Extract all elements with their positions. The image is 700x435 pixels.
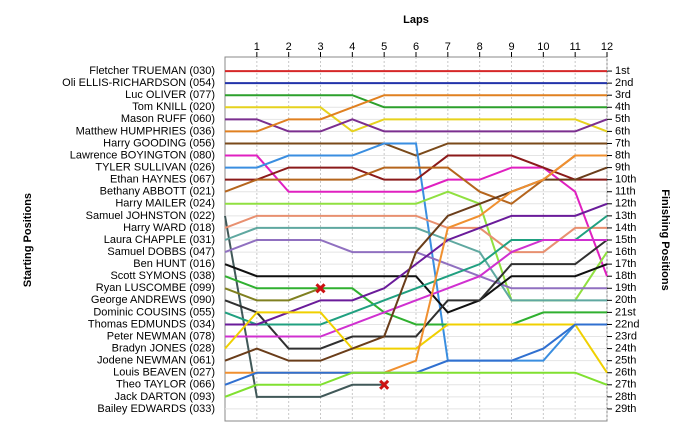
series-line xyxy=(225,154,607,181)
x-tick-label: 7 xyxy=(445,41,451,53)
x-tick-label: 12 xyxy=(601,41,613,53)
driver-label: Dominic COUSINS (055) xyxy=(93,306,215,318)
y2-tick-label: 6th xyxy=(615,125,630,137)
x-tick-label: 9 xyxy=(508,41,514,53)
series-line xyxy=(224,239,608,350)
retired-marker xyxy=(379,379,390,390)
y2-tick-label: 16th xyxy=(615,246,636,258)
series-line xyxy=(224,226,607,302)
y2-tick-label: 12th xyxy=(615,198,636,210)
y2-tick-label: 11th xyxy=(615,186,636,198)
y2-tick-label: 2nd xyxy=(615,77,633,89)
y2-tick-label: 19th xyxy=(615,282,636,294)
driver-label: Louis BEAVEN (027) xyxy=(113,367,215,379)
series-line xyxy=(224,287,321,302)
y2-tick-label: 9th xyxy=(615,162,630,174)
driver-label: Theo TAYLOR (066) xyxy=(116,379,215,391)
x-tick-label: 8 xyxy=(477,41,483,53)
driver-label: TYLER SULLIVAN (026) xyxy=(95,162,215,174)
y2-tick-label: 28th xyxy=(615,391,636,403)
driver-label: Thomas EDMUNDS (034) xyxy=(88,318,215,330)
series-line xyxy=(225,106,608,133)
driver-label: Ryan LUSCOMBE (099) xyxy=(96,282,215,294)
y2-tick-label: 4th xyxy=(615,101,630,113)
driver-label: Luc OLIVER (077) xyxy=(125,89,215,101)
series-line xyxy=(224,371,608,398)
x-tick-label: 11 xyxy=(569,41,580,53)
series-line xyxy=(224,263,608,314)
y2-tick-label: 3rd xyxy=(615,89,631,101)
driver-label: Mason RUFF (060) xyxy=(121,113,215,125)
driver-label: Samuel JOHNSTON (022) xyxy=(86,210,215,222)
y2-tick-label: 29th xyxy=(615,403,636,415)
x-tick-label: 1 xyxy=(254,41,260,53)
y2-tick-label: 14th xyxy=(615,222,636,234)
y2-tick-label: 25th xyxy=(615,355,636,367)
series-line xyxy=(224,311,608,374)
y2-tick-label: 15th xyxy=(615,234,636,246)
y2-tick-label: 22nd xyxy=(615,318,639,330)
series-line xyxy=(224,215,385,398)
driver-label: Lawrence BOYINGTON (080) xyxy=(70,149,215,161)
driver-label: Peter NEWMAN (078) xyxy=(107,330,215,342)
y2-tick-label: 5th xyxy=(615,113,630,125)
y2-axis-label: Finishing Positions xyxy=(659,189,671,290)
y-axis-label: Starting Positions xyxy=(22,193,34,287)
y2-tick-label: 10th xyxy=(615,174,636,186)
y2-tick-label: 13th xyxy=(615,210,636,222)
series-line xyxy=(224,275,607,326)
series-line xyxy=(225,94,607,109)
series-line xyxy=(225,94,607,133)
x-tick-label: 2 xyxy=(286,41,292,53)
y2-tick-label: 23rd xyxy=(615,330,637,342)
driver-label: Jodene NEWMAN (061) xyxy=(97,355,215,367)
driver-label: Tom KNILL (020) xyxy=(132,101,215,113)
y2-tick-label: 26th xyxy=(615,367,636,379)
driver-label: Bradyn JONES (028) xyxy=(112,343,215,355)
driver-label: Harry WARD (018) xyxy=(123,222,215,234)
y2-tick-label: 20th xyxy=(615,294,636,306)
y2-tick-label: 7th xyxy=(615,137,630,149)
retired-cross xyxy=(379,379,390,390)
x-tick-label: 10 xyxy=(537,41,549,53)
driver-label: George ANDREWS (090) xyxy=(91,294,215,306)
series-line xyxy=(225,142,607,157)
x-tick-label: 6 xyxy=(413,41,419,53)
driver-label: Samuel DOBBS (047) xyxy=(107,246,215,258)
y2-tick-label: 27th xyxy=(615,379,636,391)
series-line xyxy=(225,239,607,338)
driver-label: Harry MAILER (024) xyxy=(115,198,215,210)
series-line xyxy=(225,118,608,133)
driver-label: Bethany ABBOTT (021) xyxy=(100,186,215,198)
y2-tick-label: 24th xyxy=(615,343,636,355)
series-line xyxy=(224,214,607,254)
driver-label: Jack DARTON (093) xyxy=(115,391,215,403)
y2-tick-label: 18th xyxy=(615,270,636,282)
driver-label: Ethan HAYNES (067) xyxy=(110,174,215,186)
driver-label: Matthew HUMPHRIES (036) xyxy=(76,125,215,137)
x-tick-label: 5 xyxy=(381,41,387,53)
driver-label: Scott SYMONS (038) xyxy=(110,270,215,282)
driver-label: Oli ELLIS-RICHARDSON (054) xyxy=(62,77,215,89)
driver-label: Bailey EDWARDS (033) xyxy=(97,403,215,415)
driver-label: Harry GOODING (056) xyxy=(103,137,215,149)
series-line xyxy=(225,142,607,362)
retired-marker xyxy=(315,283,326,294)
chart-title: Laps xyxy=(403,14,429,26)
y2-tick-label: 17th xyxy=(615,258,636,270)
driver-label: Laura CHAPPLE (031) xyxy=(104,234,215,246)
driver-label: Fletcher TRUEMAN (030) xyxy=(89,65,215,77)
x-tick-label: 4 xyxy=(349,41,355,53)
retired-cross xyxy=(315,283,326,294)
y2-tick-label: 21st xyxy=(615,306,636,318)
y2-tick-label: 8th xyxy=(615,149,630,161)
driver-label: Ben HUNT (016) xyxy=(133,258,215,270)
x-tick-label: 3 xyxy=(317,41,323,53)
y2-tick-label: 1st xyxy=(615,65,630,77)
